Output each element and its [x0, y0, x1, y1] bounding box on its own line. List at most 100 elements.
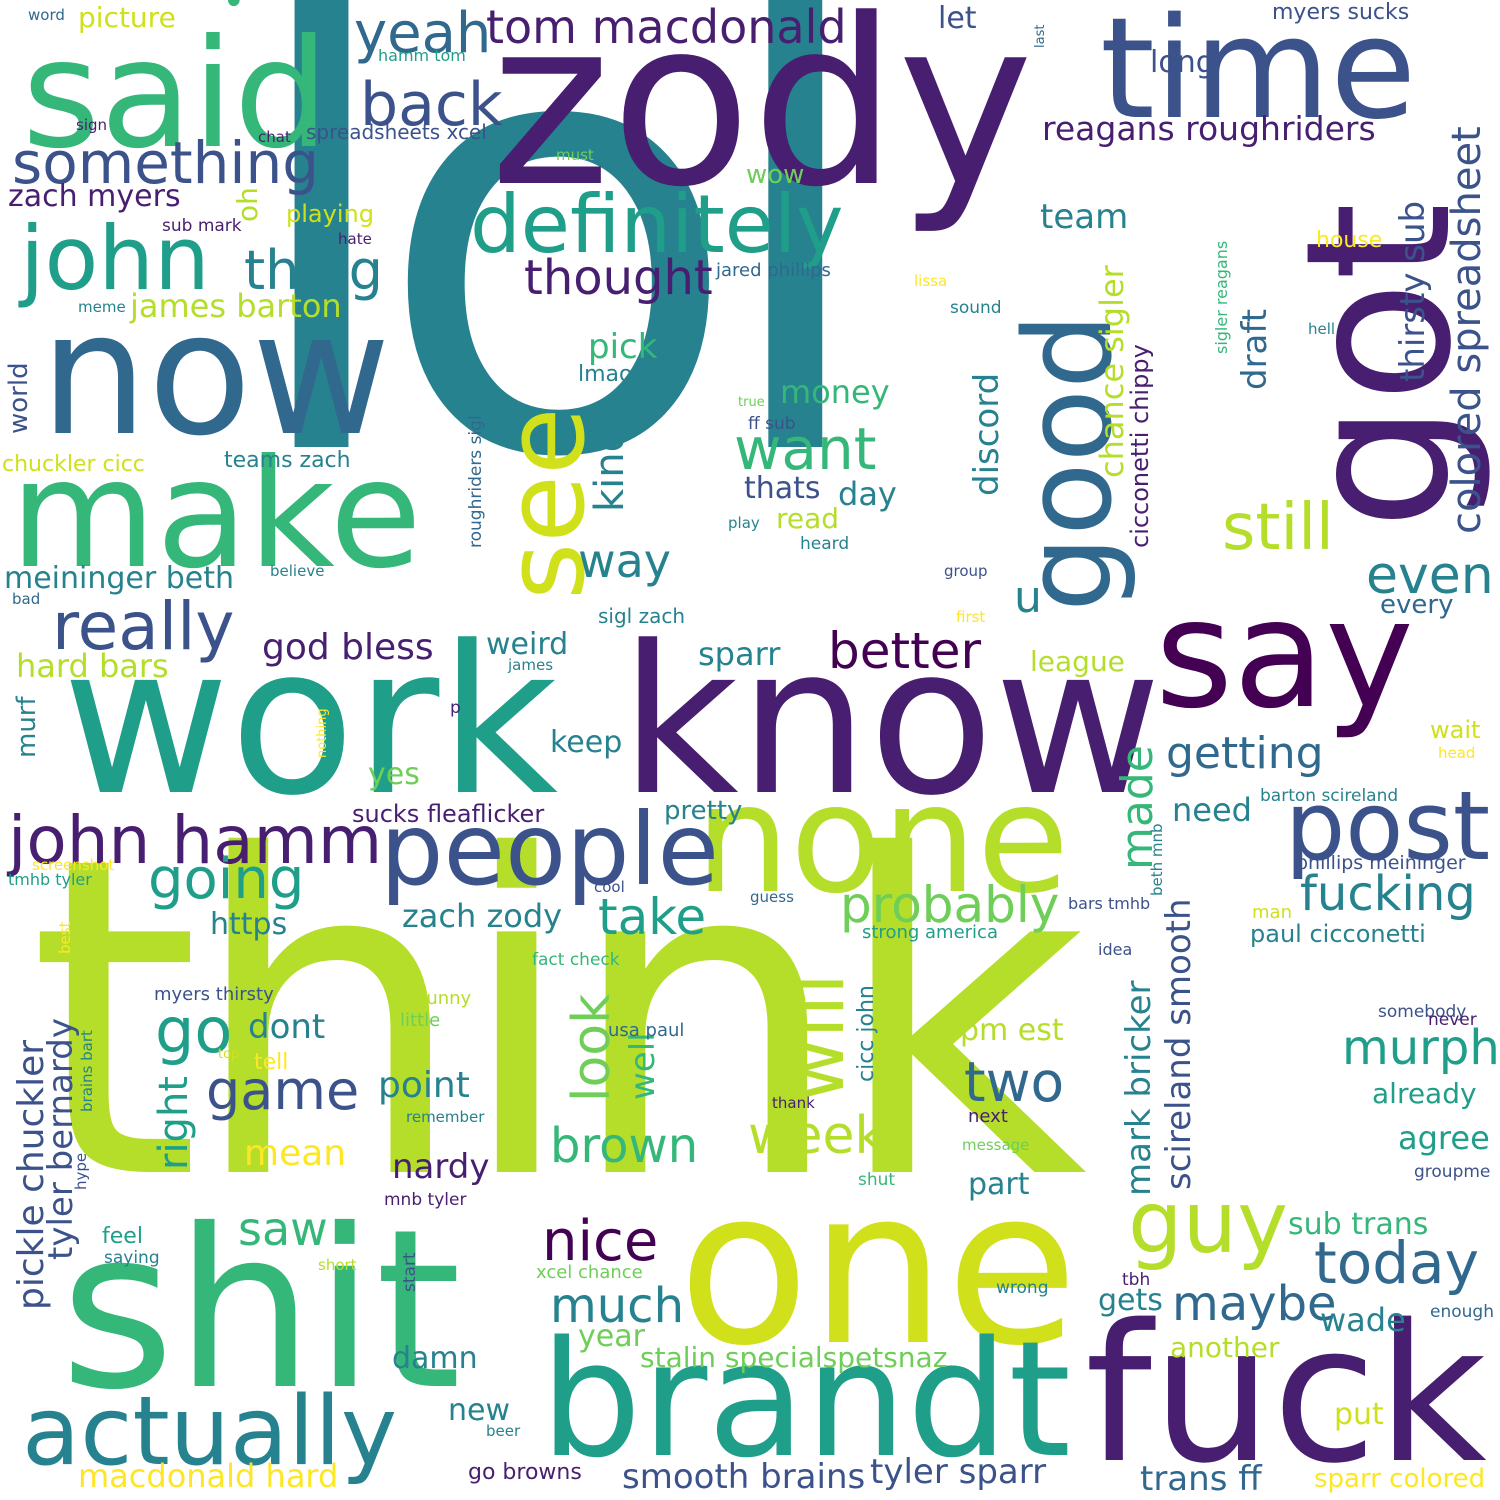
word-one: one — [678, 1142, 1079, 1393]
word-first: first — [956, 608, 986, 626]
word-word: word — [28, 6, 65, 24]
word-saying: saying — [104, 1248, 160, 1268]
word-know: know — [620, 603, 1162, 841]
word-hate: hate — [338, 230, 372, 248]
word-post: post — [1285, 772, 1491, 882]
word-best: best — [56, 921, 74, 954]
word-chat: chat — [258, 128, 291, 146]
word-wrong: wrong — [996, 1278, 1049, 1298]
word-james-barton: james barton — [130, 287, 342, 325]
word-sigler-reagans: sigler reagans — [1212, 240, 1231, 354]
word-work: work — [62, 603, 559, 841]
word-year: year — [578, 1319, 645, 1354]
word-wade: wade — [1320, 1301, 1406, 1339]
word-something: something — [12, 129, 320, 197]
word-sucks-fleaflicker: sucks fleaflicker — [352, 800, 545, 828]
word-zody: zody — [490, 0, 1034, 238]
word-say: say — [1155, 568, 1414, 742]
word-sparr: sparr — [698, 635, 781, 673]
word-brains-bart: brains bart — [78, 1030, 96, 1112]
word-nardy: nardy — [392, 1147, 490, 1187]
word-pm-est: pm est — [960, 1013, 1064, 1048]
word-gets: gets — [1098, 1283, 1163, 1318]
word-usa-paul: usa paul — [608, 1020, 685, 1041]
word-little: little — [400, 1010, 441, 1031]
word-shut: shut — [858, 1170, 896, 1190]
word-next: next — [968, 1106, 1008, 1127]
word-money: money — [780, 373, 890, 411]
word-bad: bad — [12, 590, 41, 608]
word-nice: nice — [542, 1209, 659, 1274]
word-beer: beer — [486, 1422, 521, 1440]
word-bars-tmhb: bars tmhb — [1068, 894, 1151, 913]
word-kinda: kinda — [587, 402, 633, 512]
word-zach-myers: zach myers — [8, 179, 181, 214]
word-true: true — [738, 395, 765, 410]
word-hype: hype — [72, 1152, 90, 1190]
word-thirsty-sub: thirsty sub — [1393, 200, 1433, 382]
word-draft: draft — [1235, 308, 1275, 390]
word-dot: • — [222, 0, 246, 25]
word-tell: tell — [254, 1050, 289, 1075]
word-shit: shit — [60, 1182, 462, 1438]
word-tmhb-tyler: tmhb tyler — [8, 870, 92, 889]
word-zach-zody: zach zody — [402, 897, 563, 935]
word-saw: saw — [238, 1202, 328, 1256]
word-somebody: somebody — [1378, 1002, 1467, 1022]
word-smooth-brains: smooth brains — [622, 1457, 866, 1497]
word-let: let — [938, 1, 977, 36]
word-remember: remember — [406, 1108, 485, 1126]
word-probably: probably — [840, 876, 1060, 934]
word-john-hamm: john hamm — [8, 802, 383, 879]
word-well: well — [623, 1032, 663, 1100]
word-agree: agree — [1398, 1119, 1490, 1157]
word-meininger-beth: meininger beth — [4, 561, 235, 596]
word-murf: murf — [12, 696, 42, 758]
word-screenshot: screenshot — [32, 856, 115, 874]
word-reagans-roughriders: reagans roughriders — [1042, 109, 1376, 148]
word-sign: sign — [76, 116, 108, 134]
word-yes: yes — [368, 757, 420, 792]
word-funny: funny — [420, 988, 472, 1009]
word-feel: feel — [102, 1224, 143, 1249]
word-thought: thought — [524, 250, 713, 306]
word-take: take — [598, 888, 707, 946]
word-keep: keep — [550, 725, 623, 760]
word-getting: getting — [1166, 728, 1324, 779]
word-maybe: maybe — [1172, 1276, 1337, 1332]
word-really: really — [52, 588, 235, 665]
word-xcel-chance: xcel chance — [536, 1262, 643, 1283]
word-people: people — [380, 791, 719, 908]
word-chance-sigler: chance sigler — [1093, 265, 1131, 478]
word-time: time — [1100, 0, 1417, 151]
word-pretty: pretty — [664, 796, 743, 826]
word-groupme: groupme — [1414, 1162, 1491, 1182]
word-point: point — [378, 1065, 470, 1106]
word-myers-sucks: myers sucks — [1272, 0, 1410, 25]
word-roughriders-sigl: roughriders sigl — [466, 415, 486, 548]
word-lmao: lmao — [578, 362, 633, 387]
word-top: top — [218, 1047, 240, 1062]
word-sub-trans: sub trans — [1288, 1207, 1429, 1242]
word-heard: heard — [800, 534, 850, 554]
word-back: back — [360, 70, 503, 140]
word-head: head — [1438, 744, 1476, 762]
word-yeah: yeah — [354, 1, 492, 66]
word-right: right — [151, 1076, 197, 1170]
word-cool: cool — [594, 878, 625, 896]
word-long: long — [1150, 45, 1215, 80]
word-make: make — [10, 428, 422, 602]
word-u: u — [1014, 572, 1042, 623]
word-team: team — [1040, 197, 1129, 237]
word-spreadsheets-xcel: spreadsheets xcel — [306, 120, 487, 144]
word-scireland-smooth: scireland smooth — [1159, 898, 1199, 1190]
word-murph: murph — [1342, 1020, 1500, 1076]
word-barton-scireland: barton scireland — [1260, 786, 1399, 806]
word-today: today — [1314, 1229, 1479, 1297]
word-https: https — [210, 907, 288, 942]
word-must: must — [556, 146, 594, 164]
word-weird: weird — [486, 627, 569, 662]
word-discord: discord — [967, 372, 1007, 496]
word-fucking: fucking — [1300, 866, 1476, 922]
word-think: think — [28, 764, 1087, 1276]
